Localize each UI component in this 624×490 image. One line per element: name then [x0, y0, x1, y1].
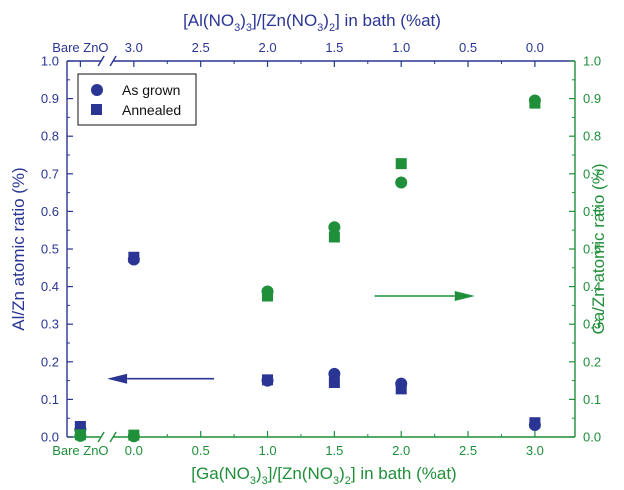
left-axis-tick-label: 0.0 — [41, 430, 59, 445]
data-point-circle-left — [328, 367, 341, 380]
top-axis-tick-label: Bare ZnO — [52, 40, 108, 55]
data-point-circle-right — [395, 176, 408, 189]
right-axis-tick-label: 0.1 — [583, 392, 601, 407]
right-axis-tick-label: 0.8 — [583, 129, 601, 144]
left-axis-title: Al/Zn atomic ratio (%) — [9, 167, 28, 330]
top-axis-tick-label: 1.0 — [392, 40, 410, 55]
bottom-axis-title: [Ga(NO3)3]/[Zn(NO3)2] in bath (%at) — [191, 464, 456, 487]
left-axis-tick-label: 0.4 — [41, 279, 59, 294]
right-axis-tick-label: 0.5 — [583, 242, 601, 257]
left-axis-tick-label: 0.8 — [41, 129, 59, 144]
top-axis-break-mark-1 — [97, 55, 105, 67]
bottom-axis-break-mark-2 — [109, 431, 117, 443]
left-axis-tick-label: 0.2 — [41, 354, 59, 369]
left-axis-tick-label: 0.3 — [41, 317, 59, 332]
bottom-axis-tick-label: 2.0 — [392, 443, 410, 458]
top-axis-tick-label: 3.0 — [125, 40, 143, 55]
data-point-square-left — [74, 420, 86, 432]
top-axis-break-mark-2 — [109, 55, 117, 67]
legend-box — [77, 73, 197, 126]
left-axis-tick-label: 1.0 — [41, 54, 59, 69]
data-point-square-right — [395, 158, 407, 170]
data-point-square-left — [529, 417, 541, 429]
legend: As grown Annealed — [77, 73, 197, 126]
right-axis-tick-label: 0.0 — [583, 430, 601, 445]
top-axis-title: [Al(NO3)3]/[Zn(NO3)2] in bath (%at) — [183, 11, 441, 34]
right-axis-tick-label: 0.9 — [583, 91, 601, 106]
legend-square-marker — [91, 104, 102, 115]
bottom-axis-tick-label: Bare ZnO — [52, 443, 108, 458]
bottom-axis-tick-label: 1.5 — [325, 443, 343, 458]
bottom-axis-tick-label: 0.5 — [192, 443, 210, 458]
arrow-left-head — [107, 373, 128, 384]
data-point-square-left — [262, 374, 274, 386]
top-axis-tick-label: 0.5 — [459, 40, 477, 55]
legend-circle-marker — [91, 84, 103, 96]
left-axis-tick-label: 0.9 — [41, 91, 59, 106]
right-axis-tick-label: 1.0 — [583, 54, 601, 69]
bottom-axis-tick-label: 3.0 — [526, 443, 544, 458]
right-axis-tick-label: 0.7 — [583, 166, 601, 181]
right-axis-tick-label: 0.2 — [583, 354, 601, 369]
data-point-square-right — [128, 429, 140, 441]
left-axis-tick-label: 0.7 — [41, 166, 59, 181]
left-axis-tick-label: 0.5 — [41, 242, 59, 257]
data-point-circle-right — [328, 221, 341, 234]
right-axis-tick-label: 0.6 — [583, 204, 601, 219]
bottom-axis-tick-label: 1.0 — [258, 443, 276, 458]
bottom-axis-tick-label: 2.5 — [459, 443, 477, 458]
left-axis-tick-label: 0.6 — [41, 204, 59, 219]
top-axis-tick-label: 1.5 — [325, 40, 343, 55]
data-point-square-left — [128, 251, 140, 263]
legend-label-annealed: Annealed — [122, 102, 181, 118]
arrow-right-head — [454, 291, 475, 301]
data-point-square-left — [395, 383, 407, 395]
bottom-axis-break-mark-1 — [97, 431, 105, 443]
bottom-axis-tick-label: 0.0 — [125, 443, 143, 458]
data-point-square-right — [262, 290, 274, 302]
data-point-square-right — [328, 231, 340, 243]
top-axis-tick-label: 0.0 — [526, 40, 544, 55]
data-point-square-left — [328, 376, 340, 388]
right-axis-tick-label: 0.4 — [583, 279, 601, 294]
right-axis-title: Ga/Zn atomic ratio (%) — [589, 164, 608, 335]
data-point-square-right — [74, 429, 86, 441]
left-axis-tick-label: 0.1 — [41, 392, 59, 407]
legend-label-as-grown: As grown — [122, 82, 180, 98]
plot-layer: 0.0 0.1 0.2 0.3 0.4 0.5 0.6 0.7 0.8 0.9 1.0 0.0 0.1 0… — [41, 40, 601, 458]
data-point-square-right — [529, 97, 541, 109]
right-axis-tick-label: 0.3 — [583, 317, 601, 332]
top-axis-tick-label: 2.0 — [258, 40, 276, 55]
top-axis-tick-label: 2.5 — [192, 40, 210, 55]
